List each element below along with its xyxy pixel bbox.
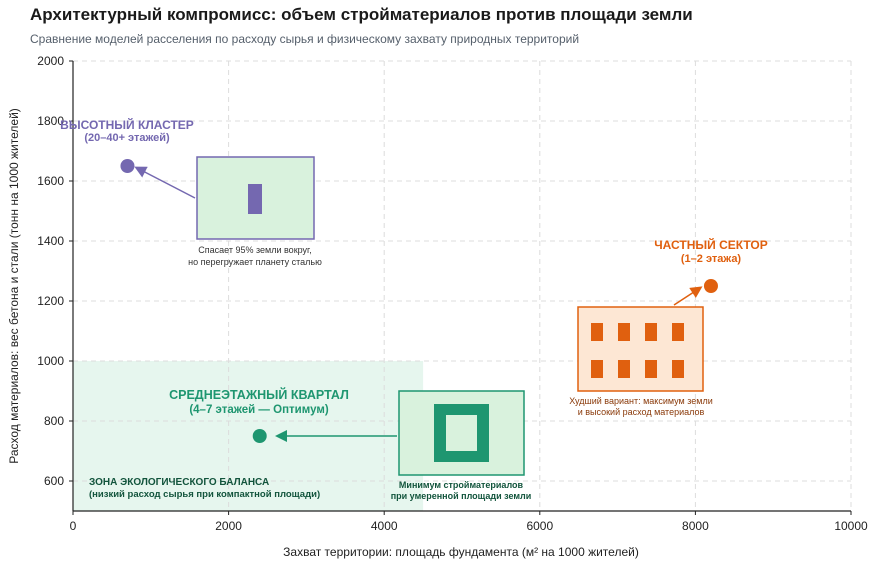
x-tick-label: 4000 bbox=[371, 519, 398, 533]
tower-illustration bbox=[196, 156, 315, 240]
data-points bbox=[120, 159, 718, 443]
tower-label-sub: (20–40+ этажей) bbox=[84, 132, 170, 144]
x-axis-label: Захват территории: площадь фундамента (м… bbox=[283, 545, 639, 559]
houses-icon bbox=[591, 323, 684, 378]
houses-label-sub: (1–2 этажа) bbox=[681, 253, 742, 265]
midrise-caption: Минимум стройматериалов bbox=[399, 480, 524, 490]
courtyard-illustration bbox=[398, 390, 525, 476]
houses-caption: Худший вариант: максимум земли bbox=[569, 396, 712, 406]
data-point bbox=[120, 159, 135, 173]
chart-subtitle: Сравнение моделей расселения по расходу … bbox=[30, 32, 580, 46]
y-tick-label: 800 bbox=[44, 414, 64, 428]
midrise-label: СРЕДНЕЭТАЖНЫЙ КВАРТАЛ bbox=[169, 387, 349, 402]
x-tick-label: 0 bbox=[70, 519, 77, 533]
tower-arrow bbox=[134, 166, 196, 199]
houses-arrow bbox=[673, 286, 703, 306]
y-tick-label: 1600 bbox=[37, 174, 64, 188]
midrise-caption-2: при умеренной площади земли bbox=[391, 491, 532, 501]
zone-label-sub: (низкий расход сырья при компактной площ… bbox=[89, 489, 320, 500]
y-tick-label: 2000 bbox=[37, 54, 64, 68]
y-tick-label: 1400 bbox=[37, 234, 64, 248]
data-point bbox=[252, 429, 267, 443]
y-tick-label: 1800 bbox=[37, 114, 64, 128]
y-axis-label: Расход материалов: вес бетона и стали (т… bbox=[7, 108, 21, 464]
houses-label: ЧАСТНЫЙ СЕКТОР bbox=[654, 237, 768, 252]
tower-icon bbox=[248, 184, 262, 214]
zone-label: ЗОНА ЭКОЛОГИЧЕСКОГО БАЛАНСА bbox=[89, 477, 269, 488]
x-tick-label: 6000 bbox=[526, 519, 553, 533]
tower-label: ВЫСОТНЫЙ КЛАСТЕР bbox=[60, 117, 194, 132]
y-tick-label: 600 bbox=[44, 474, 64, 488]
houses-caption-2: и высокий расход материалов bbox=[578, 407, 705, 417]
x-tick-label: 2000 bbox=[215, 519, 242, 533]
chart-title: Архитектурный компромисс: объем строймат… bbox=[30, 5, 693, 24]
tick-labels: 0 2000 4000 6000 8000 10000 600 800 1000 1200 1400… bbox=[37, 54, 868, 533]
x-tick-label: 10000 bbox=[834, 519, 868, 533]
y-tick-label: 1000 bbox=[37, 354, 64, 368]
houses-illustration bbox=[577, 306, 704, 392]
tower-caption-2: но перегружает планету сталью bbox=[188, 257, 322, 267]
x-tick-label: 8000 bbox=[682, 519, 709, 533]
y-tick-label: 1200 bbox=[37, 294, 64, 308]
data-point bbox=[703, 279, 718, 293]
midrise-label-sub: (4–7 этажей — Оптимум) bbox=[189, 404, 328, 416]
tower-caption: Спасает 95% земли вокруг, bbox=[198, 245, 311, 255]
